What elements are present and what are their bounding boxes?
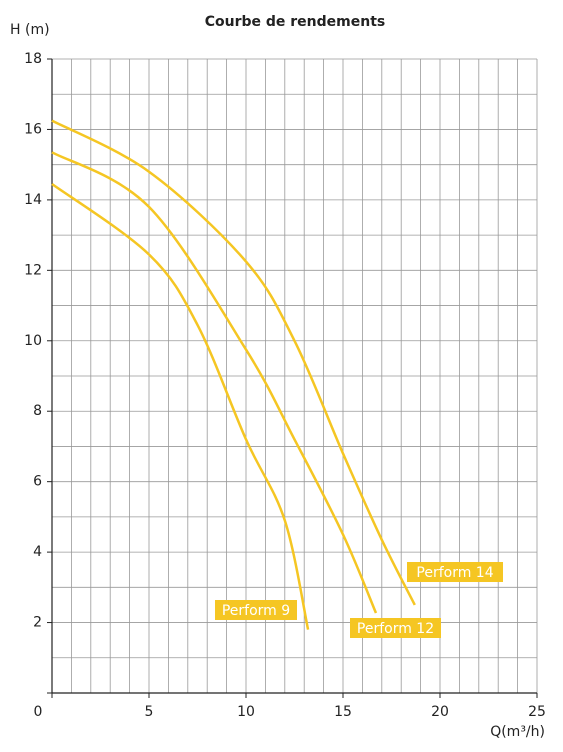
x-axis-label: Q(m³/h) bbox=[490, 724, 545, 740]
curve bbox=[51, 183, 310, 630]
y-tick-label: 18 bbox=[24, 51, 42, 67]
y-tick-label: 4 bbox=[33, 544, 42, 560]
y-tick-label: 14 bbox=[24, 192, 42, 208]
y-axis-label: H (m) bbox=[10, 22, 50, 38]
y-tick-label: 8 bbox=[33, 403, 42, 419]
legend-box bbox=[215, 600, 297, 620]
legend-label: Perform 12 bbox=[357, 621, 434, 637]
x-tick-label: 0 bbox=[34, 704, 43, 720]
y-tick-label: 6 bbox=[33, 474, 42, 490]
x-tick-label: 20 bbox=[431, 704, 449, 720]
curve bbox=[51, 119, 416, 606]
chart-title: Courbe de rendements bbox=[205, 14, 386, 30]
legend-label: Perform 14 bbox=[416, 565, 493, 581]
legend-label: Perform 9 bbox=[222, 603, 290, 619]
x-tick-label: 15 bbox=[334, 704, 352, 720]
y-tick-label: 16 bbox=[24, 121, 42, 137]
curve bbox=[51, 151, 378, 614]
y-tick-label: 10 bbox=[24, 333, 42, 349]
y-tick-label: 12 bbox=[24, 262, 42, 278]
y-tick-label: 2 bbox=[33, 615, 42, 631]
legend-box bbox=[407, 562, 503, 582]
x-tick-label: 5 bbox=[145, 704, 154, 720]
x-tick-label: 25 bbox=[528, 704, 546, 720]
x-tick-label: 10 bbox=[237, 704, 255, 720]
legend-box bbox=[350, 618, 441, 638]
